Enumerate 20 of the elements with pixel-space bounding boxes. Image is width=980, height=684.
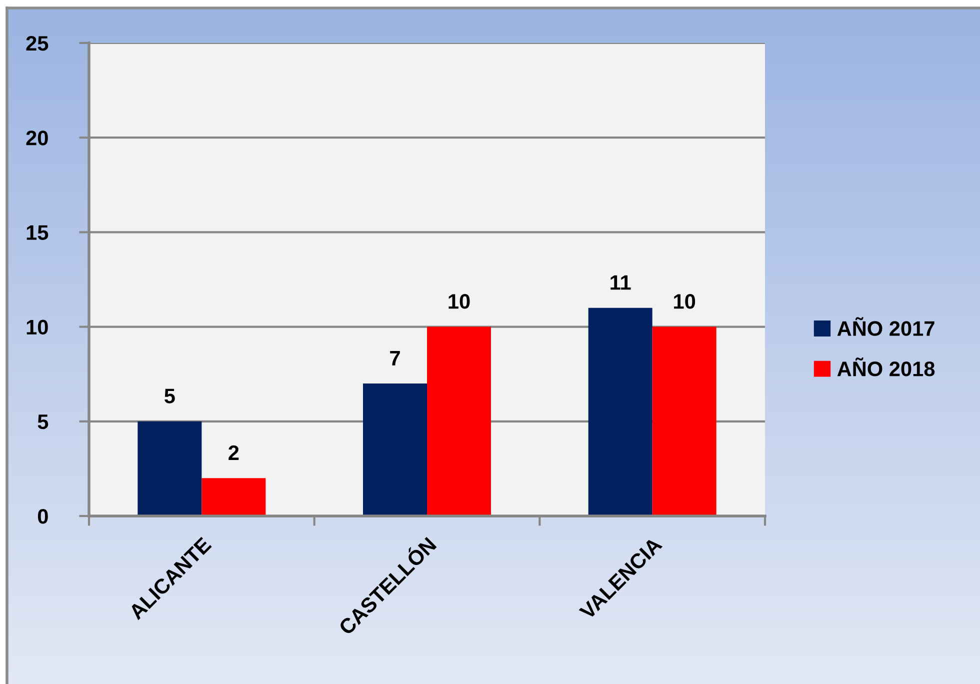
bar: [427, 326, 491, 516]
bar: [588, 308, 652, 516]
y-tick-label: 5: [38, 414, 48, 430]
bar: [138, 421, 202, 516]
y-tick-label: 20: [26, 130, 48, 146]
bar: [202, 478, 266, 516]
y-tick-label: 10: [26, 320, 48, 335]
y-tick-label: 0: [38, 509, 48, 524]
data-label: 10: [448, 294, 470, 309]
bar: [363, 384, 427, 516]
data-label: 2: [228, 445, 239, 460]
data-label: 11: [610, 275, 631, 290]
y-tick-label: 25: [26, 36, 48, 51]
legend-label: AÑO 2017: [837, 317, 934, 336]
bar: [652, 326, 716, 516]
y-tick-label: 15: [26, 225, 48, 240]
data-label: 7: [390, 351, 400, 366]
data-label: 5: [164, 388, 175, 404]
data-label: 10: [674, 294, 696, 309]
legend-label: AÑO 2018: [837, 358, 935, 376]
